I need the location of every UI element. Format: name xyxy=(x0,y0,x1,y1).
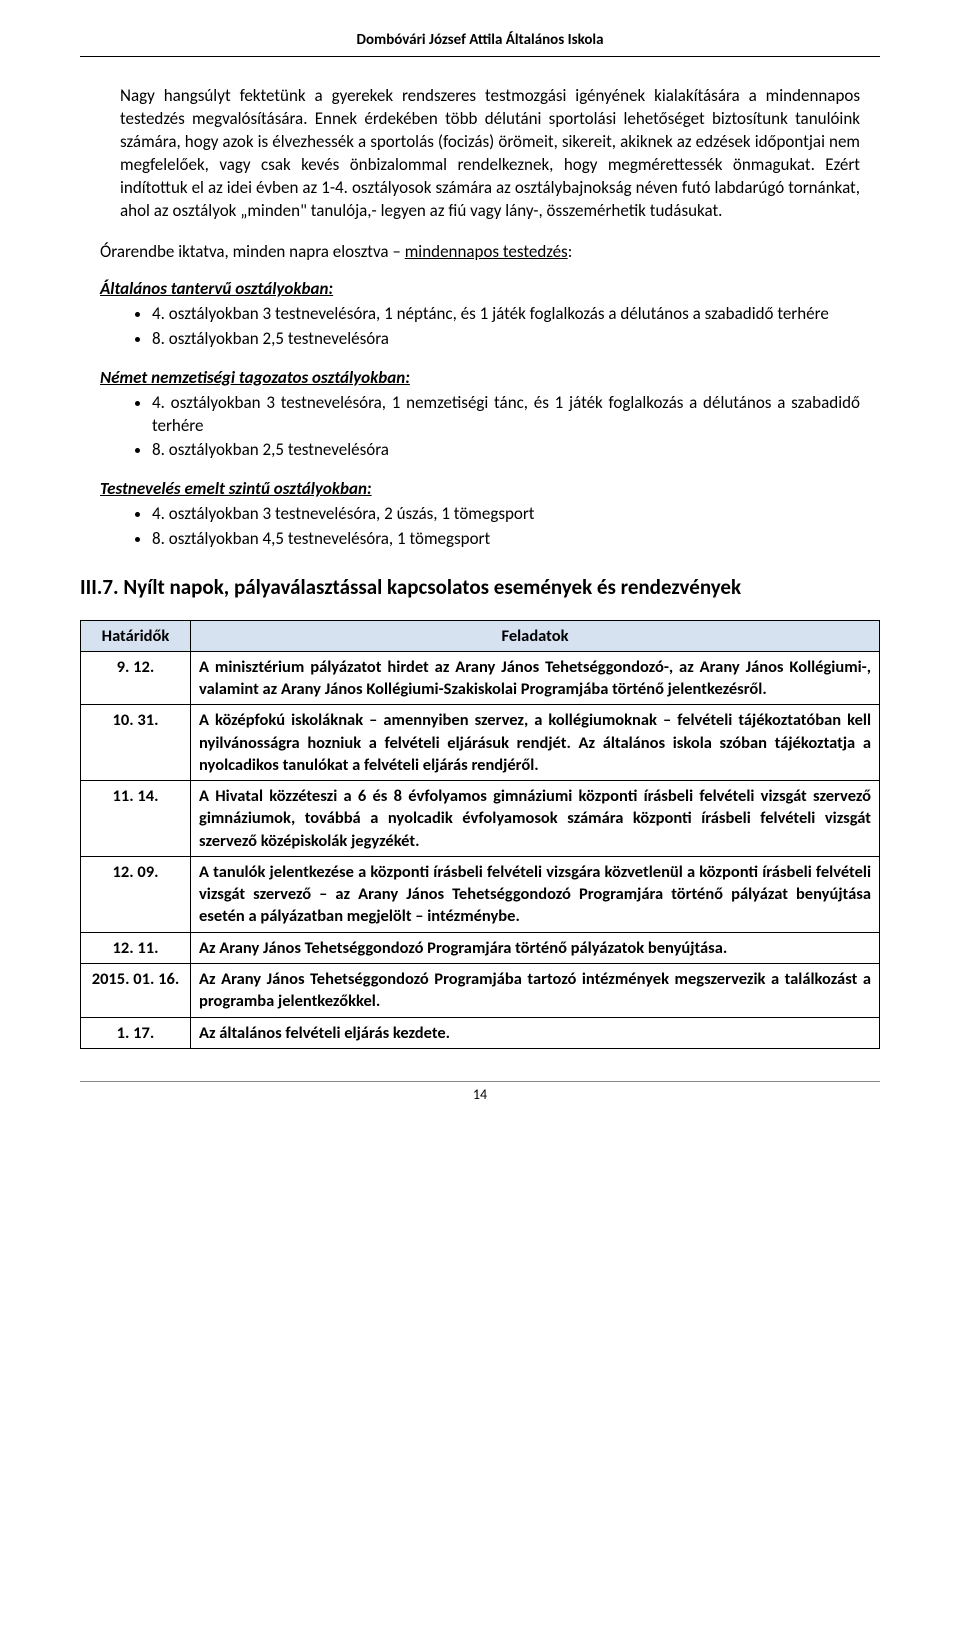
list-pe: 4. osztályokban 3 testnevelésóra, 2 úszá… xyxy=(152,503,860,551)
cell-date: 1. 17. xyxy=(81,1017,191,1048)
table-row: 1. 17. Az általános felvételi eljárás ke… xyxy=(81,1017,880,1048)
list-german: 4. osztályokban 3 testnevelésóra, 1 nemz… xyxy=(152,392,860,463)
list-item: 8. osztályokban 2,5 testnevelésóra xyxy=(152,439,860,462)
deadlines-table: Határidők Feladatok 9. 12. A minisztériu… xyxy=(80,620,880,1049)
table-header-row: Határidők Feladatok xyxy=(81,620,880,651)
cell-task: A minisztérium pályázatot hirdet az Aran… xyxy=(191,651,880,705)
table-row: 12. 09. A tanulók jelentkezése a központ… xyxy=(81,856,880,932)
table-row: 10. 31. A középfokú iskoláknak – amennyi… xyxy=(81,705,880,781)
cell-task: Az Arany János Tehetséggondozó Programjá… xyxy=(191,932,880,963)
cell-task: A tanulók jelentkezése a központi írásbe… xyxy=(191,856,880,932)
cell-date: 9. 12. xyxy=(81,651,191,705)
cell-date: 12. 09. xyxy=(81,856,191,932)
table-row: 9. 12. A minisztérium pályázatot hirdet … xyxy=(81,651,880,705)
page-number: 14 xyxy=(80,1081,880,1105)
paragraph-main: Nagy hangsúlyt fektetünk a gyerekek rend… xyxy=(120,85,860,223)
cell-date: 12. 11. xyxy=(81,932,191,963)
cell-task: Az Arany János Tehetséggondozó Programjá… xyxy=(191,963,880,1017)
list-item: 4. osztályokban 3 testnevelésóra, 2 úszá… xyxy=(152,503,860,526)
col-header-date: Határidők xyxy=(81,620,191,651)
list-item: 4. osztályokban 3 testnevelésóra, 1 nemz… xyxy=(152,392,860,438)
intro-suffix: : xyxy=(568,241,573,262)
intro-line: Órarendbe iktatva, minden napra elosztva… xyxy=(100,241,860,264)
cell-date: 10. 31. xyxy=(81,705,191,781)
intro-underlined: mindennapos testedzés xyxy=(405,241,568,262)
intro-prefix: Órarendbe iktatva, minden napra elosztva… xyxy=(100,241,405,262)
list-item: 4. osztályokban 3 testnevelésóra, 1 népt… xyxy=(152,303,860,326)
list-general: 4. osztályokban 3 testnevelésóra, 1 népt… xyxy=(152,303,860,351)
table-row: 2015. 01. 16. Az Arany János Tehetséggon… xyxy=(81,963,880,1017)
subhead-general: Általános tantervű osztályokban: xyxy=(100,278,860,301)
cell-date: 2015. 01. 16. xyxy=(81,963,191,1017)
section-title: III.7. Nyílt napok, pályaválasztással ka… xyxy=(80,573,880,601)
subhead-pe: Testnevelés emelt szintű osztályokban: xyxy=(100,478,860,501)
cell-task: Az általános felvételi eljárás kezdete. xyxy=(191,1017,880,1048)
cell-task: A középfokú iskoláknak – amennyiben szer… xyxy=(191,705,880,781)
cell-task: A Hivatal közzéteszi a 6 és 8 évfolyamos… xyxy=(191,781,880,857)
subhead-german: Német nemzetiségi tagozatos osztályokban… xyxy=(100,367,860,390)
cell-date: 11. 14. xyxy=(81,781,191,857)
page-header: Dombóvári József Attila Általános Iskola xyxy=(80,30,880,57)
col-header-task: Feladatok xyxy=(191,620,880,651)
table-row: 11. 14. A Hivatal közzéteszi a 6 és 8 év… xyxy=(81,781,880,857)
list-item: 8. osztályokban 4,5 testnevelésóra, 1 tö… xyxy=(152,528,860,551)
list-item: 8. osztályokban 2,5 testnevelésóra xyxy=(152,328,860,351)
table-row: 12. 11. Az Arany János Tehetséggondozó P… xyxy=(81,932,880,963)
